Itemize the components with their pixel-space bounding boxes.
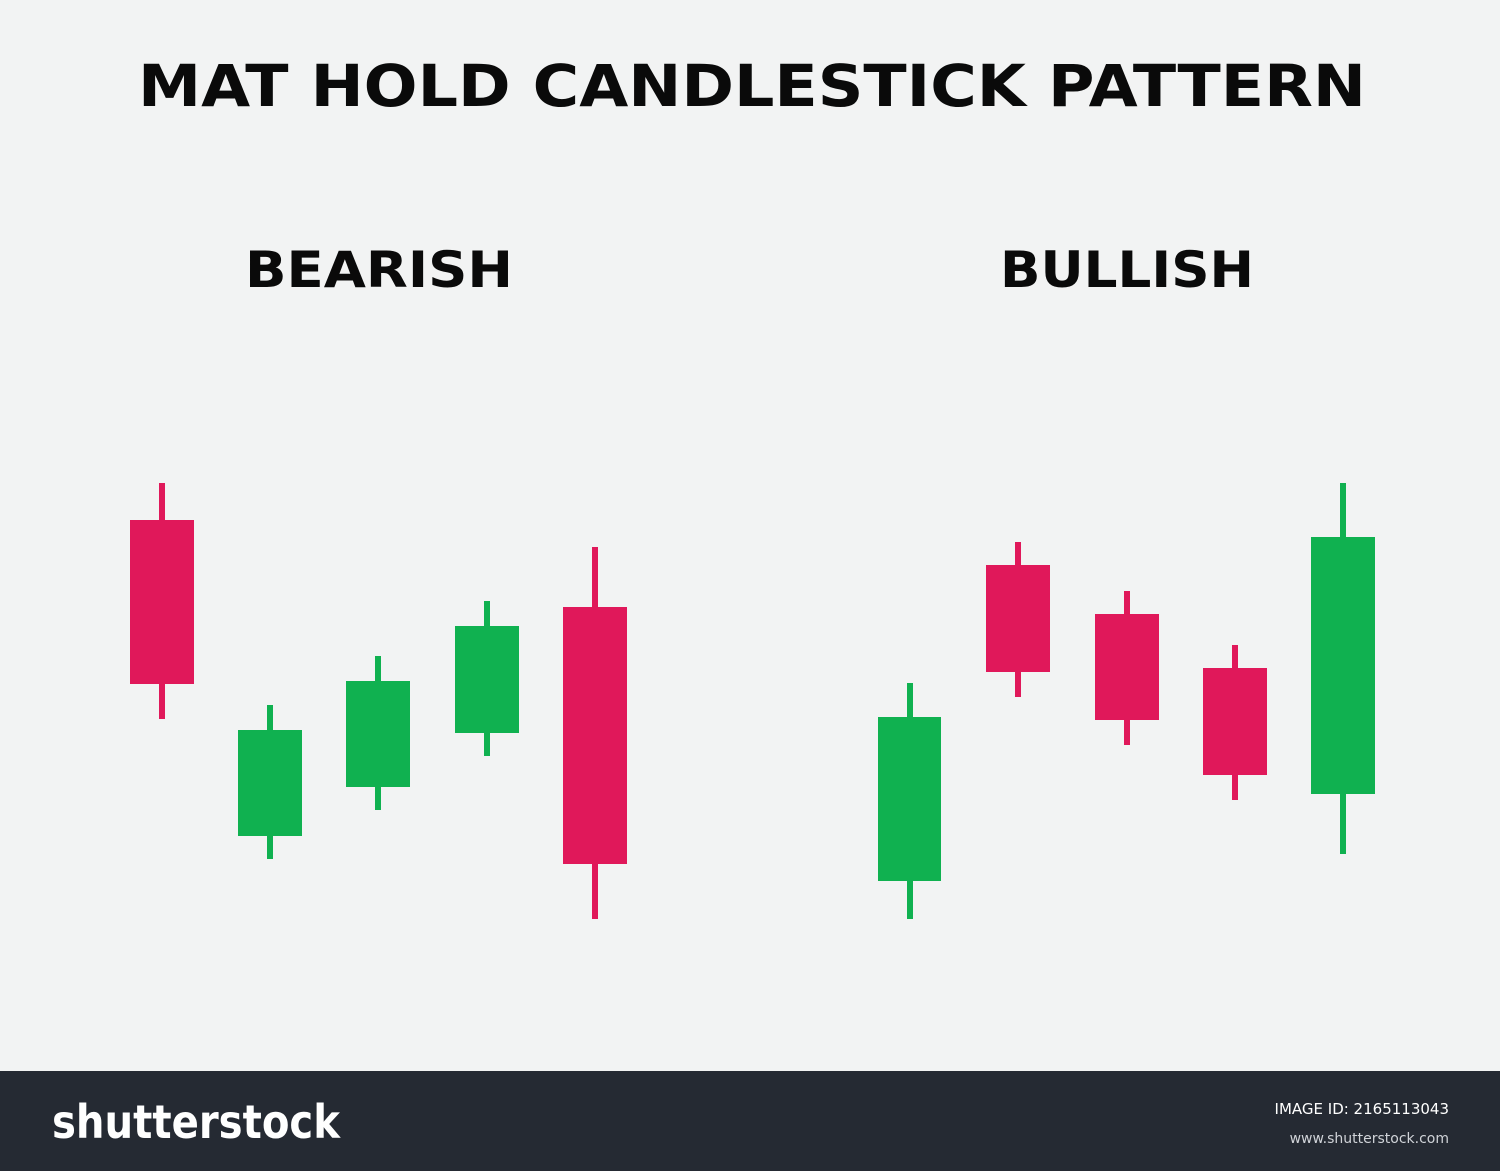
background — [0, 0, 1500, 1071]
footer-bar — [0, 1071, 1500, 1171]
panel-label: BEARISH — [245, 241, 513, 299]
candle-body — [1203, 668, 1267, 775]
candle-body — [238, 730, 302, 836]
candle-body — [1311, 537, 1375, 794]
candle-body — [130, 520, 194, 684]
candle-body — [563, 607, 627, 864]
candle-body — [986, 565, 1050, 672]
footer-url: www.shutterstock.com — [1290, 1131, 1449, 1147]
candle-body — [346, 681, 410, 787]
bearish-candles — [130, 483, 627, 919]
candle-body — [455, 626, 519, 733]
image-id: IMAGE ID: 2165113043 — [1275, 1100, 1449, 1118]
title: MAT HOLD CANDLESTICK PATTERN — [138, 52, 1366, 120]
brand-logo: shutterstock — [52, 1095, 341, 1149]
candle-body — [1095, 614, 1159, 720]
bullish-candles — [878, 483, 1375, 919]
panel-label: BULLISH — [1000, 241, 1254, 299]
candle-body — [878, 717, 941, 881]
